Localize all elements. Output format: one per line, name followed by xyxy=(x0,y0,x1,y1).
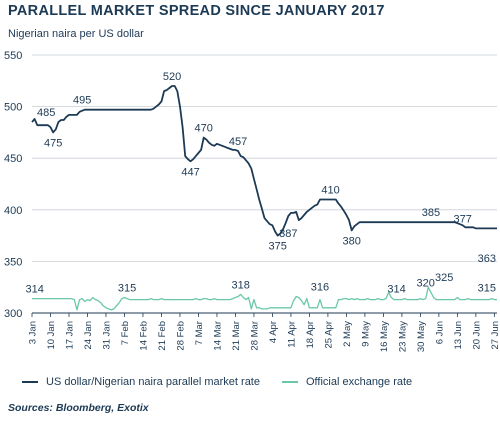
x-tick-label: 28 Feb xyxy=(175,321,186,351)
data-label: 318 xyxy=(232,279,250,291)
legend-label-official: Official exchange rate xyxy=(305,376,413,388)
legend-item-parallel: US dollar/Nigerian naira parallel market… xyxy=(22,376,260,388)
data-label: 377 xyxy=(453,213,471,225)
legend-swatch-parallel xyxy=(22,381,38,383)
x-tick-label: 24 Jan xyxy=(83,321,94,350)
data-label: 485 xyxy=(37,107,55,119)
x-tick-label: 18 Apr xyxy=(305,321,316,348)
data-label: 385 xyxy=(422,207,440,219)
data-label: 315 xyxy=(118,283,136,295)
data-label: 520 xyxy=(163,71,181,83)
x-tick-label: 9 May xyxy=(360,321,371,347)
x-tick-label: 28 Mar xyxy=(249,321,260,351)
x-tick-label: 10 Jan xyxy=(46,321,57,350)
legend-item-official: Official exchange rate xyxy=(281,376,413,388)
data-label: 316 xyxy=(311,281,329,293)
legend-label-parallel: US dollar/Nigerian naira parallel market… xyxy=(46,376,260,388)
axis-layer: 550 500 450 400 350 300 3 Jan 10 Jan 17 Jan 24 Ja… xyxy=(4,50,500,352)
series-line-official xyxy=(32,286,497,311)
x-tick-label: 3 Jan xyxy=(28,321,39,344)
x-tick-label: 11 Apr xyxy=(286,321,297,348)
x-tick-label: 21 Feb xyxy=(157,321,168,351)
y-tick-label: 300 xyxy=(4,308,22,320)
x-tick-label: 13 Jun xyxy=(453,321,464,350)
data-label: 325 xyxy=(435,272,453,284)
data-label: 314 xyxy=(387,284,405,296)
source-note: Sources: Bloomberg, Exotix xyxy=(8,402,149,414)
data-label: 495 xyxy=(73,95,91,107)
x-tick-label: 6 Jun xyxy=(434,321,445,344)
y-tick-label: 450 xyxy=(4,153,22,165)
data-label: 475 xyxy=(44,137,62,149)
grid-layer xyxy=(32,54,497,262)
data-label: 315 xyxy=(478,283,496,295)
data-label: 380 xyxy=(343,235,361,247)
data-label: 447 xyxy=(181,166,199,178)
x-tick-label: 25 Apr xyxy=(323,321,334,348)
y-tick-label: 400 xyxy=(4,205,22,217)
x-tick-label: 14 Feb xyxy=(138,321,149,351)
series-layer xyxy=(31,85,497,311)
legend-swatch-official xyxy=(281,381,298,383)
chart-title: PARALLEL MARKET SPREAD SINCE JANUARY 201… xyxy=(8,3,385,19)
x-tick-label: 31 Jan xyxy=(101,321,112,350)
x-tick-label: 4 Apr xyxy=(268,321,279,343)
y-tick-label: 500 xyxy=(4,102,22,114)
x-tick-label: 23 May xyxy=(397,321,408,352)
y-tick-label: 550 xyxy=(4,50,22,62)
x-tick-label: 7 Feb xyxy=(120,321,131,345)
data-label: 375 xyxy=(269,241,287,253)
x-tick-label: 7 Mar xyxy=(194,321,205,345)
data-label: 457 xyxy=(229,136,247,148)
data-label: 314 xyxy=(25,284,43,296)
x-tick-label: 17 Jan xyxy=(64,321,75,350)
x-tick-label: 21 Mar xyxy=(231,321,242,351)
x-tick-label: 16 May xyxy=(379,321,390,352)
data-label: 320 xyxy=(416,277,434,289)
data-label: 363 xyxy=(478,253,496,265)
x-tick-label: 2 May xyxy=(342,321,353,347)
y-axis-label: Nigerian naira per US dollar xyxy=(8,28,144,40)
data-label: 470 xyxy=(195,123,213,135)
y-tick-label: 350 xyxy=(4,256,22,268)
data-label: 410 xyxy=(321,184,339,196)
data-label: 387 xyxy=(279,228,297,240)
series-line-parallel xyxy=(31,85,497,237)
x-tick-label: 30 May xyxy=(416,321,427,352)
legend: US dollar/Nigerian naira parallel market… xyxy=(22,376,412,388)
x-tick-label: 14 Mar xyxy=(212,321,223,351)
x-tick-label: 20 Jun xyxy=(471,321,482,350)
x-tick-label: 27 Jun xyxy=(490,321,500,350)
